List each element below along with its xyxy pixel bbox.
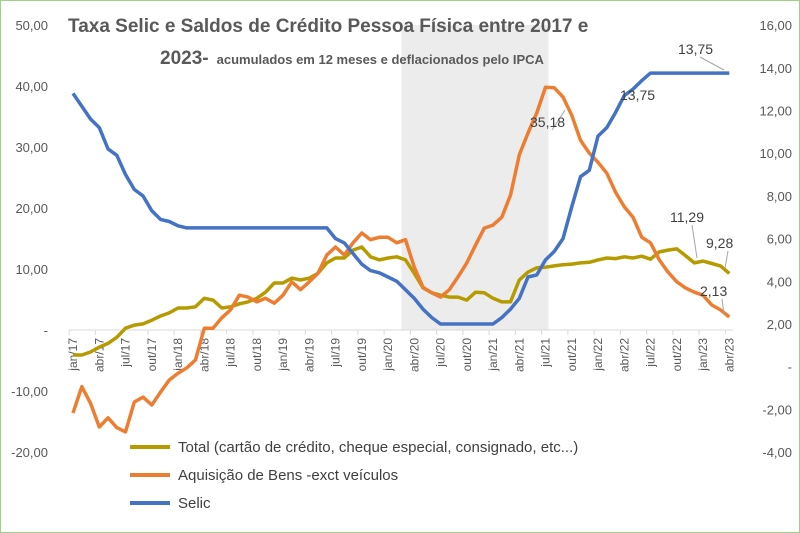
y-right-tick-label: -2,00 xyxy=(762,402,792,417)
x-tick-label: out/20 xyxy=(460,338,474,372)
data-label: 13,75 xyxy=(620,87,655,103)
x-tick-label: out/17 xyxy=(145,338,159,372)
chart-title-line2: 2023- acumulados em 12 meses e deflaciona… xyxy=(160,48,545,69)
x-tick-label: jul/20 xyxy=(434,338,448,368)
data-label: 9,28 xyxy=(706,235,733,251)
y-right-tick-label: 10,00 xyxy=(759,146,792,161)
data-label-leader xyxy=(724,250,729,269)
chart-title-line1: Taxa Selic e Saldos de Crédito Pessoa Fí… xyxy=(68,16,588,37)
legend-label: Selic xyxy=(178,495,211,512)
x-tick-label: out/19 xyxy=(355,338,369,372)
chart-title-year: 2023- xyxy=(160,48,209,69)
y-right-tick-label: - xyxy=(788,360,792,375)
x-tick-label: jan/22 xyxy=(591,338,605,372)
y-left-tick-label: 20,00 xyxy=(15,201,48,216)
y-right-tick-label: 12,00 xyxy=(759,104,792,119)
y-right-tick-label: 14,00 xyxy=(759,61,792,76)
data-label: 13,75 xyxy=(678,41,713,57)
y-left-tick-label: 10,00 xyxy=(15,262,48,277)
chart-subtitle: acumulados em 12 meses e deflacionados p… xyxy=(217,52,545,67)
x-tick-label: jan/18 xyxy=(171,338,185,372)
series-line-selic xyxy=(71,71,730,326)
data-label: 11,29 xyxy=(670,209,704,225)
x-tick-label: out/18 xyxy=(250,338,264,372)
shaded-period xyxy=(401,25,549,330)
y-left-tick-label: -10,00 xyxy=(11,384,48,399)
data-label: 2,13 xyxy=(700,283,727,299)
y-right-tick-label: 4,00 xyxy=(767,274,792,289)
x-tick-label: abr/17 xyxy=(92,338,106,372)
series-line-aquisição xyxy=(71,85,731,434)
y-right-tick-label: 8,00 xyxy=(767,189,792,204)
y-right-tick-label: 16,00 xyxy=(759,18,792,33)
y-left-tick-label: 40,00 xyxy=(15,79,48,94)
x-tick-label: jul/21 xyxy=(539,338,553,368)
data-label: 35,18 xyxy=(530,114,565,130)
x-tick-label: jan/23 xyxy=(696,338,710,372)
x-tick-label: jul/17 xyxy=(119,338,133,368)
data-label-leader xyxy=(721,298,725,315)
legend-label: Aquisição de Bens -exct veículos xyxy=(178,467,398,484)
x-tick-label: abr/19 xyxy=(302,338,316,372)
y-left-tick-label: - xyxy=(44,323,48,338)
x-tick-label: jan/21 xyxy=(486,338,500,372)
legend-label: Total (cartão de crédito, cheque especia… xyxy=(178,439,578,456)
x-tick-label: abr/22 xyxy=(617,338,631,372)
y-left-tick-label: 50,00 xyxy=(15,18,48,33)
x-tick-label: out/21 xyxy=(565,338,579,372)
x-tick-label: out/22 xyxy=(670,338,684,372)
x-tick-label: abr/20 xyxy=(407,338,421,372)
legend: Total (cartão de crédito, cheque especia… xyxy=(130,439,578,512)
x-tick-label: jul/22 xyxy=(644,338,658,368)
series-line-total xyxy=(73,245,731,357)
y-left-tick-label: 30,00 xyxy=(15,140,48,155)
y-right-tick-label: 6,00 xyxy=(767,232,792,247)
data-label-leader xyxy=(691,224,698,259)
x-tick-label: abr/21 xyxy=(512,338,526,372)
y-left-tick-label: -20,00 xyxy=(11,445,48,460)
data-label-leader xyxy=(699,56,725,71)
x-tick-label: jul/19 xyxy=(329,338,343,368)
y-right-tick-label: -4,00 xyxy=(762,445,792,460)
y-right-tick-label: 2,00 xyxy=(767,317,792,332)
x-tick-label: abr/23 xyxy=(722,338,736,372)
data-label-leader xyxy=(551,109,566,131)
x-tick-label: jan/20 xyxy=(381,338,395,372)
x-tick-label: jul/18 xyxy=(224,338,238,368)
x-tick-label: jan/19 xyxy=(276,338,290,372)
